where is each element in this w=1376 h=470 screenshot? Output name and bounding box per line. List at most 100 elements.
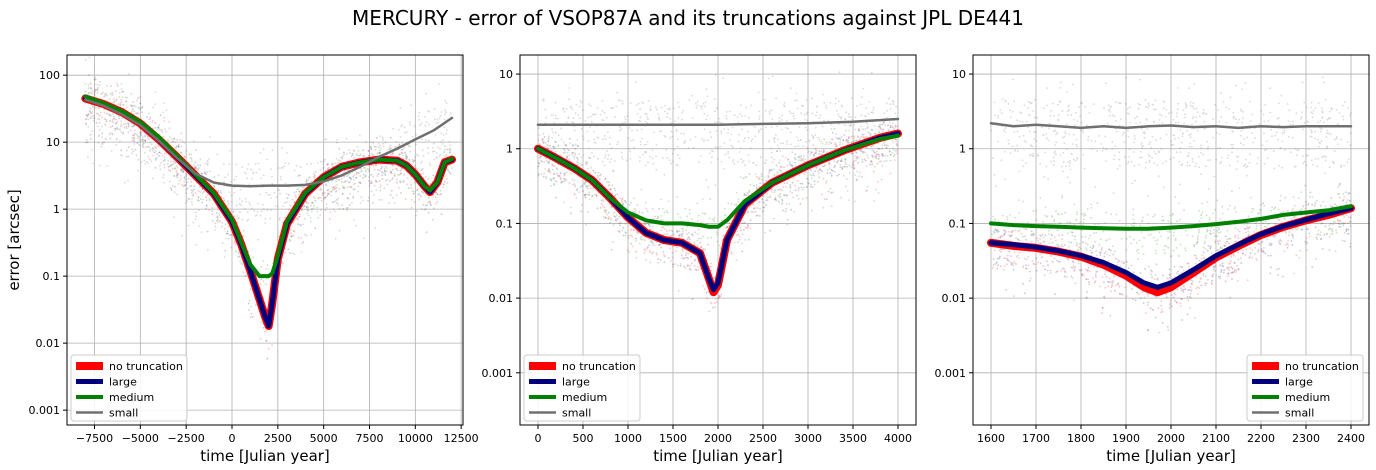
scatter-point bbox=[638, 219, 641, 222]
scatter-point bbox=[592, 113, 594, 116]
scatter-point bbox=[861, 96, 863, 98]
scatter-point bbox=[260, 265, 262, 268]
scatter-point bbox=[644, 239, 646, 242]
scatter-point bbox=[654, 215, 657, 218]
scatter-point bbox=[314, 227, 317, 230]
scatter-point bbox=[604, 211, 607, 214]
scatter-point bbox=[104, 118, 106, 121]
scatter-point bbox=[669, 108, 671, 111]
scatter-point bbox=[298, 174, 301, 177]
scatter-point bbox=[334, 200, 337, 203]
scatter-point bbox=[671, 252, 674, 254]
scatter-point bbox=[400, 169, 403, 171]
scatter-point bbox=[633, 197, 636, 200]
scatter-point bbox=[695, 106, 698, 109]
scatter-point bbox=[372, 165, 375, 168]
scatter-point bbox=[621, 201, 623, 204]
scatter-point bbox=[791, 164, 794, 167]
scatter-point bbox=[844, 118, 847, 121]
scatter-point bbox=[1191, 105, 1194, 108]
scatter-point bbox=[125, 127, 128, 130]
scatter-point bbox=[764, 162, 766, 164]
scatter-point bbox=[357, 149, 360, 152]
scatter-point bbox=[748, 238, 750, 241]
scatter-point bbox=[757, 91, 760, 94]
scatter-point bbox=[121, 132, 124, 135]
scatter-point bbox=[706, 95, 709, 98]
scatter-point bbox=[180, 174, 182, 177]
scatter-point bbox=[663, 255, 666, 258]
scatter-point bbox=[649, 251, 652, 254]
scatter-point bbox=[737, 233, 740, 236]
scatter-point bbox=[235, 250, 238, 253]
scatter-point bbox=[362, 149, 364, 152]
scatter-point bbox=[147, 162, 150, 165]
legend-label-no-truncation: no truncation bbox=[562, 360, 636, 373]
scatter-point bbox=[112, 118, 114, 121]
scatter-point bbox=[160, 161, 163, 164]
scatter-point bbox=[265, 277, 268, 280]
scatter-point bbox=[279, 192, 281, 195]
scatter-point bbox=[104, 94, 106, 97]
scatter-point bbox=[268, 347, 270, 350]
scatter-point bbox=[705, 118, 708, 121]
scatter-point bbox=[111, 93, 114, 96]
scatter-point bbox=[647, 118, 649, 121]
scatter-point bbox=[89, 107, 91, 110]
scatter-point bbox=[618, 230, 621, 233]
scatter-point bbox=[177, 143, 180, 146]
scatter-point bbox=[839, 141, 842, 144]
scatter-point bbox=[630, 242, 632, 245]
scatter-point bbox=[595, 195, 598, 198]
scatter-point bbox=[658, 117, 660, 120]
scatter-point bbox=[1148, 161, 1151, 164]
scatter-point bbox=[291, 234, 294, 237]
scatter-point bbox=[794, 184, 796, 187]
scatter-point bbox=[214, 222, 217, 225]
scatter-point bbox=[1068, 104, 1070, 107]
scatter-point bbox=[136, 137, 139, 140]
scatter-point bbox=[619, 99, 621, 101]
scatter-point bbox=[98, 84, 101, 86]
scatter-point bbox=[233, 240, 236, 243]
scatter-point bbox=[90, 117, 93, 119]
scatter-point bbox=[553, 173, 556, 176]
scatter-point bbox=[1330, 233, 1333, 236]
scatter-point bbox=[810, 169, 812, 171]
scatter-point bbox=[773, 137, 776, 140]
scatter-point bbox=[355, 153, 358, 156]
scatter-point bbox=[821, 125, 824, 128]
scatter-point bbox=[872, 170, 875, 173]
scatter-point bbox=[235, 204, 238, 207]
scatter-point bbox=[412, 192, 415, 195]
scatter-point bbox=[587, 140, 590, 142]
scatter-point bbox=[133, 104, 136, 107]
scatter-point bbox=[211, 210, 214, 212]
scatter-point bbox=[560, 154, 562, 156]
scatter-point bbox=[296, 217, 298, 220]
scatter-point bbox=[880, 178, 883, 181]
scatter-point bbox=[213, 185, 216, 187]
scatter-point bbox=[628, 203, 631, 206]
scatter-point bbox=[137, 169, 139, 172]
scatter-point bbox=[420, 190, 423, 193]
scatter-point bbox=[1263, 132, 1265, 135]
scatter-point bbox=[1028, 114, 1031, 117]
scatter-point bbox=[740, 229, 742, 232]
scatter-point bbox=[349, 181, 351, 183]
scatter-point bbox=[1016, 119, 1018, 122]
scatter-point bbox=[103, 108, 106, 111]
scatter-point bbox=[240, 262, 243, 265]
scatter-point bbox=[1324, 225, 1327, 227]
scatter-point bbox=[806, 111, 809, 114]
scatter-point bbox=[586, 130, 589, 133]
scatter-point bbox=[788, 164, 791, 166]
scatter-point bbox=[1156, 164, 1159, 167]
scatter-point bbox=[588, 191, 591, 194]
scatter-point bbox=[694, 258, 696, 261]
scatter-point bbox=[403, 179, 405, 182]
scatter-point bbox=[380, 147, 382, 150]
scatter-point bbox=[1346, 141, 1349, 143]
scatter-point bbox=[413, 156, 416, 159]
scatter-point bbox=[363, 237, 365, 240]
